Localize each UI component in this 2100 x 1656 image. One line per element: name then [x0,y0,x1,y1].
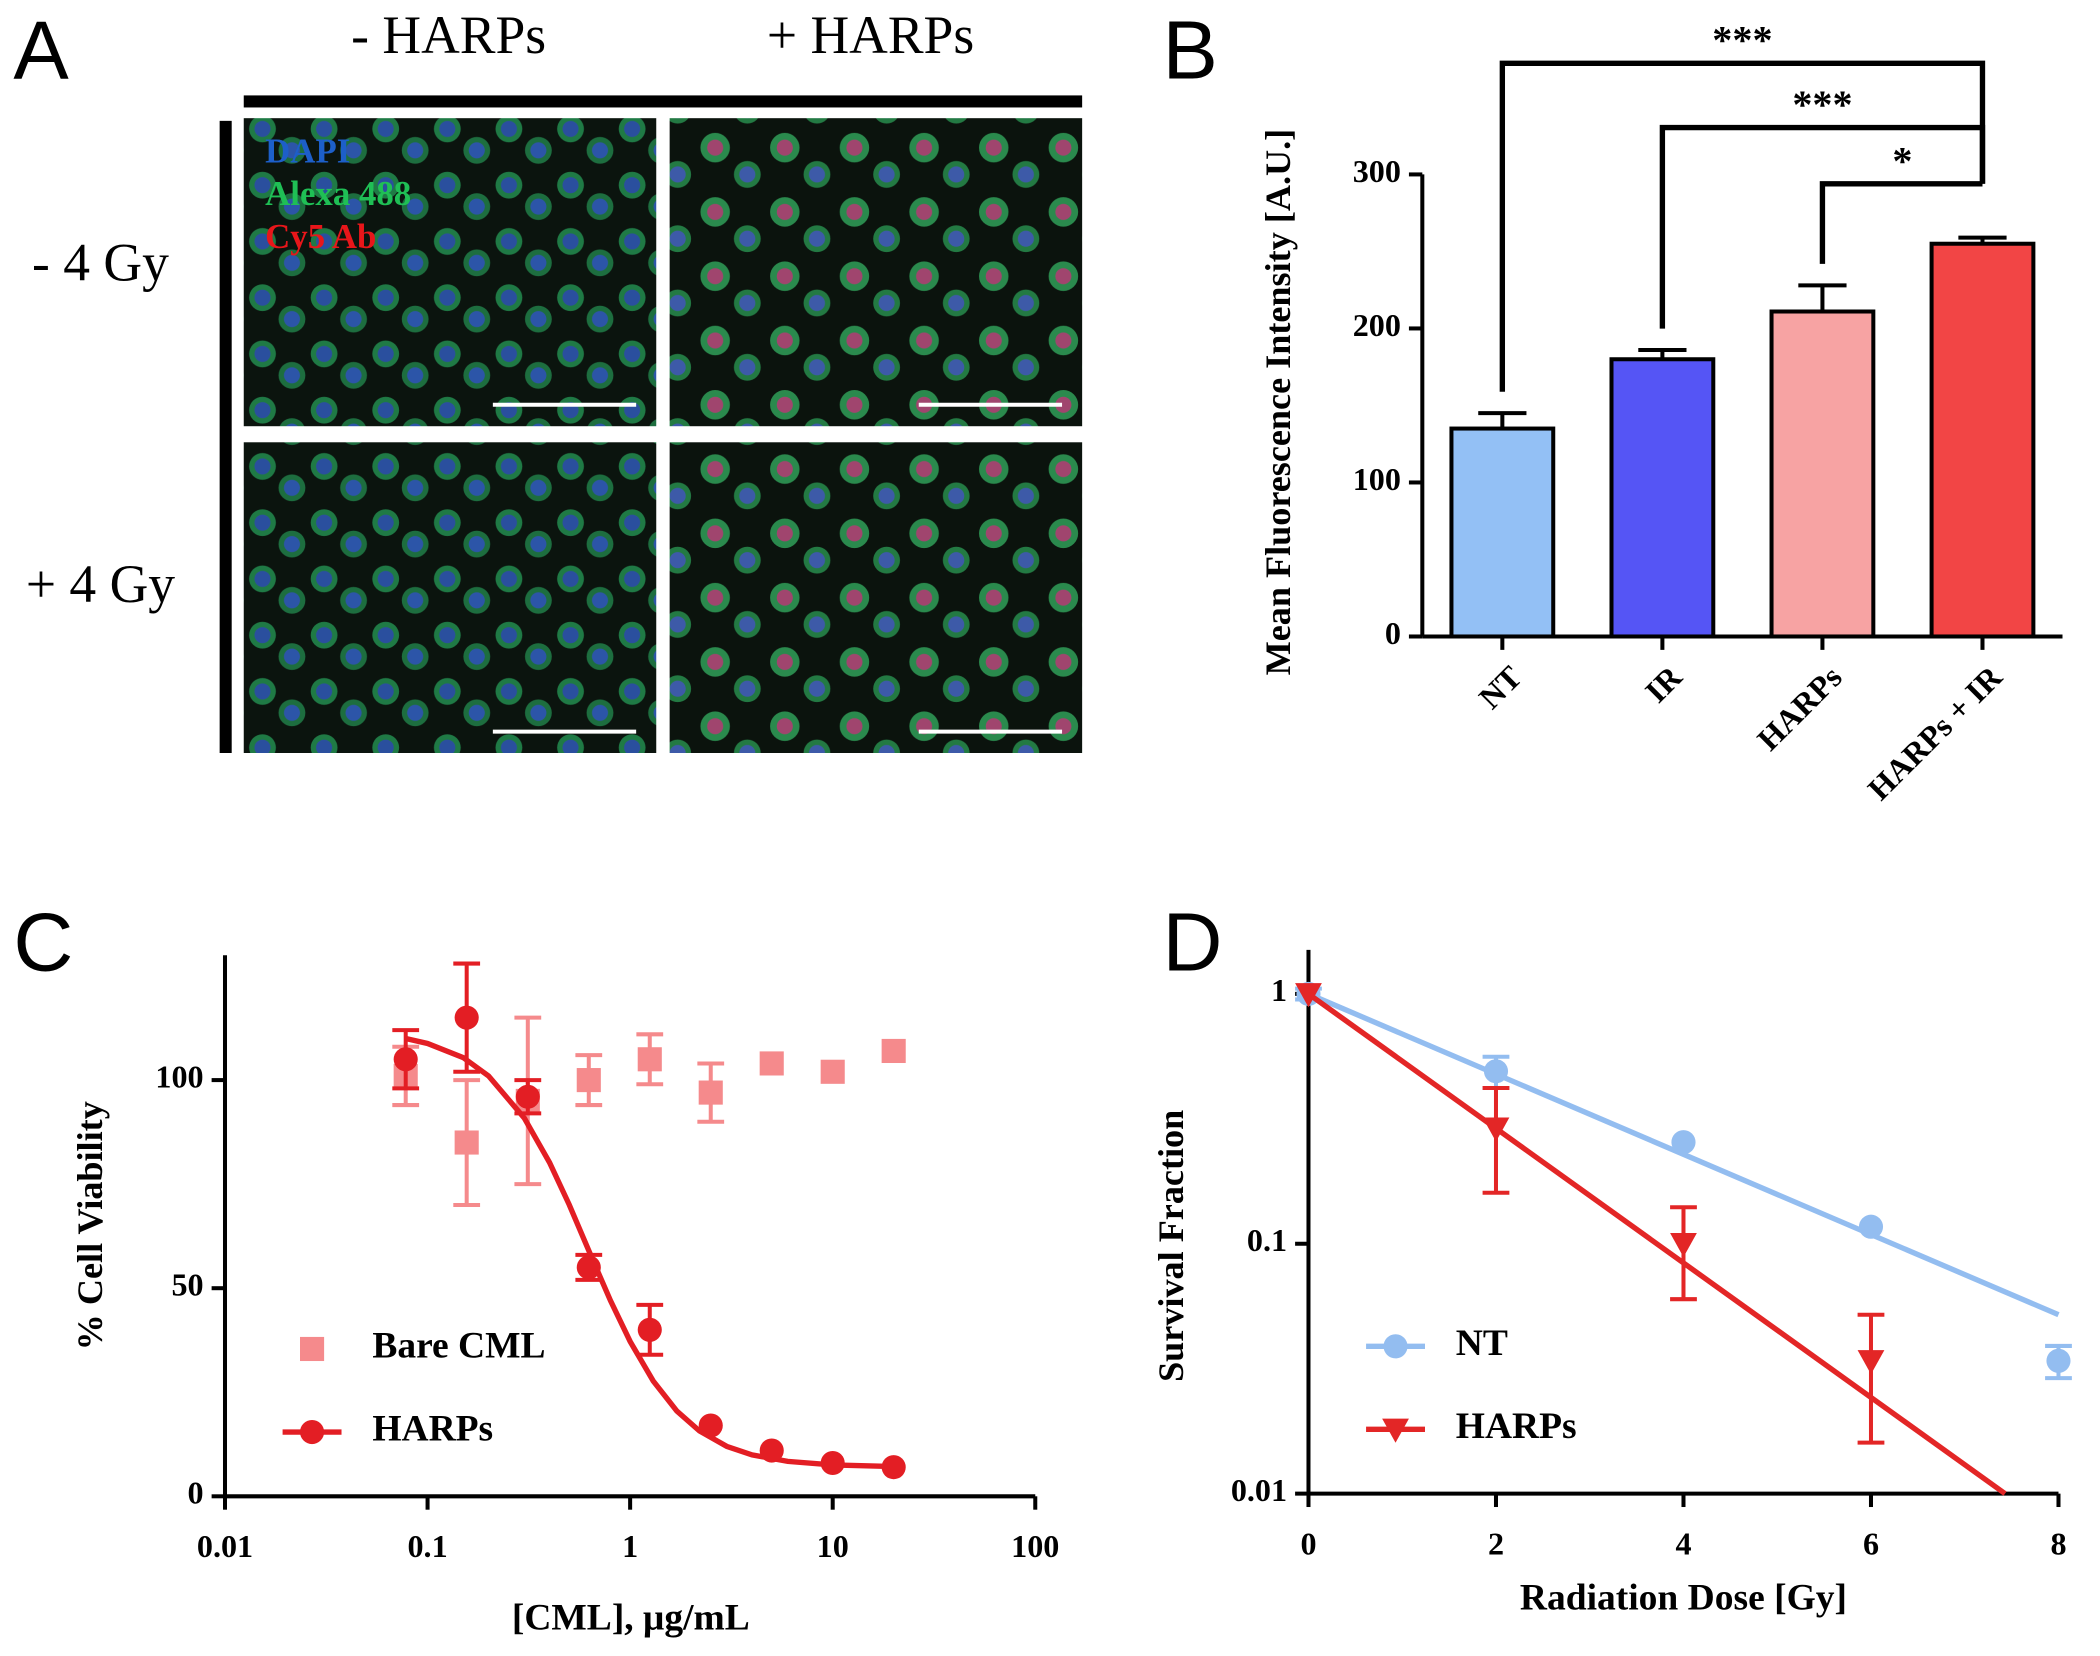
point [393,1047,418,1072]
point [1670,1233,1697,1258]
column-label: - HARPs [351,5,546,65]
row-label: - 4 Gy [32,232,169,292]
error-bar [1478,411,1527,429]
legend-label: Bare CML [372,1326,545,1367]
legend-label: NT [1456,1323,1508,1364]
error-bar [1638,348,1687,360]
point [454,1005,479,1030]
row-label: + 4 Gy [26,554,175,614]
y-tick-label: 0 [188,1475,204,1511]
bar [1929,241,2036,639]
y-tick-label: 100 [155,1058,203,1094]
x-axis-label: Radiation Dose [Gy] [1520,1577,1847,1618]
micrograph [243,118,657,427]
point [576,1255,601,1280]
y-tick-label: 0 [1385,615,1401,651]
x-tick-label: 8 [2050,1526,2066,1562]
x-tick-label: 6 [1863,1526,1879,1562]
point [1671,1130,1696,1155]
column-bar [243,95,1083,108]
micrograph [669,442,1083,753]
point [698,1413,723,1438]
x-tick-label: 10 [817,1528,849,1564]
x-tick-label: 0 [1300,1526,1316,1562]
bar [1449,426,1556,639]
point [1295,983,1322,1008]
error-bar [1798,283,1847,312]
y-axis-label: Survival Fraction [1151,1110,1191,1382]
point [2046,1348,2071,1373]
fit-line [405,1035,894,1470]
point [1483,1059,1509,1084]
significance-bracket [1659,124,1986,329]
channel-label: Alexa 488 [265,174,411,213]
x-tick-label: 4 [1675,1526,1691,1562]
error-bar [1958,235,2007,244]
y-axis-label: Mean Fluorescence Intensity [A.U.] [1258,129,1298,676]
point [454,1130,479,1155]
panel-label: C [13,895,73,988]
significance-label: *** [1792,82,1852,127]
error-bar [1857,1312,1885,1445]
legend-marker [300,1419,325,1445]
y-tick-label: 50 [171,1267,203,1303]
y-tick-label: 300 [1353,153,1401,189]
point [1482,1117,1510,1142]
point [515,1084,540,1109]
point [759,1438,784,1463]
panel-label: D [1163,895,1223,988]
panel-label: B [1163,4,1218,97]
x-tick-label: IR [1638,658,1689,709]
channel-label: Cy5 Ab [265,217,376,256]
significance-bracket [1819,181,1983,264]
x-tick-label: HARPs [1750,659,1849,758]
micrograph [669,118,1083,427]
point [1857,1350,1885,1375]
point [759,1051,784,1076]
y-axis-label: % Cell Viability [70,1101,110,1350]
panel-a: A - HARPs + HARPs - 4 Gy + 4 Gy [13,4,1083,754]
point [637,1047,662,1072]
point [637,1317,662,1342]
x-tick-label: 0.01 [197,1528,253,1564]
fit-line [1307,991,2060,1318]
legend-label: HARPs [1456,1406,1577,1447]
column-label: + HARPs [767,5,974,65]
panel-label: A [13,4,69,97]
significance-label: *** [1712,18,1772,63]
y-tick-label: 100 [1353,461,1401,497]
legend-label: HARPs [372,1409,493,1450]
x-tick-label: NT [1472,659,1529,716]
x-tick-label: 0.1 [407,1528,447,1564]
channel-label: DAPI [265,131,350,170]
point [881,1038,906,1064]
row-bar [219,120,232,754]
legend-marker [1382,1418,1409,1443]
x-tick-label: 100 [1011,1528,1059,1564]
point [698,1080,723,1105]
significance-label: * [1892,138,1912,183]
y-tick-label: 0.1 [1247,1222,1287,1258]
fit-line [1306,991,2007,1496]
y-tick-label: 200 [1353,307,1401,343]
point [1858,1214,1884,1239]
legend-marker [1383,1334,1408,1359]
y-tick-label: 1 [1271,972,1287,1008]
x-tick-label: 1 [622,1528,638,1564]
x-axis-label: [CML], μg/mL [512,1597,750,1638]
micrograph [243,442,657,753]
x-tick-label: 2 [1488,1526,1504,1562]
point [820,1059,845,1084]
bar [1609,357,1716,639]
significance-bracket [1499,60,1986,392]
point [576,1068,601,1093]
bar [1769,309,1876,639]
point [881,1455,906,1480]
legend-marker [300,1336,325,1362]
point [820,1450,845,1476]
y-tick-label: 0.01 [1231,1472,1287,1508]
x-tick-label: HARPs + IR [1861,658,2010,807]
